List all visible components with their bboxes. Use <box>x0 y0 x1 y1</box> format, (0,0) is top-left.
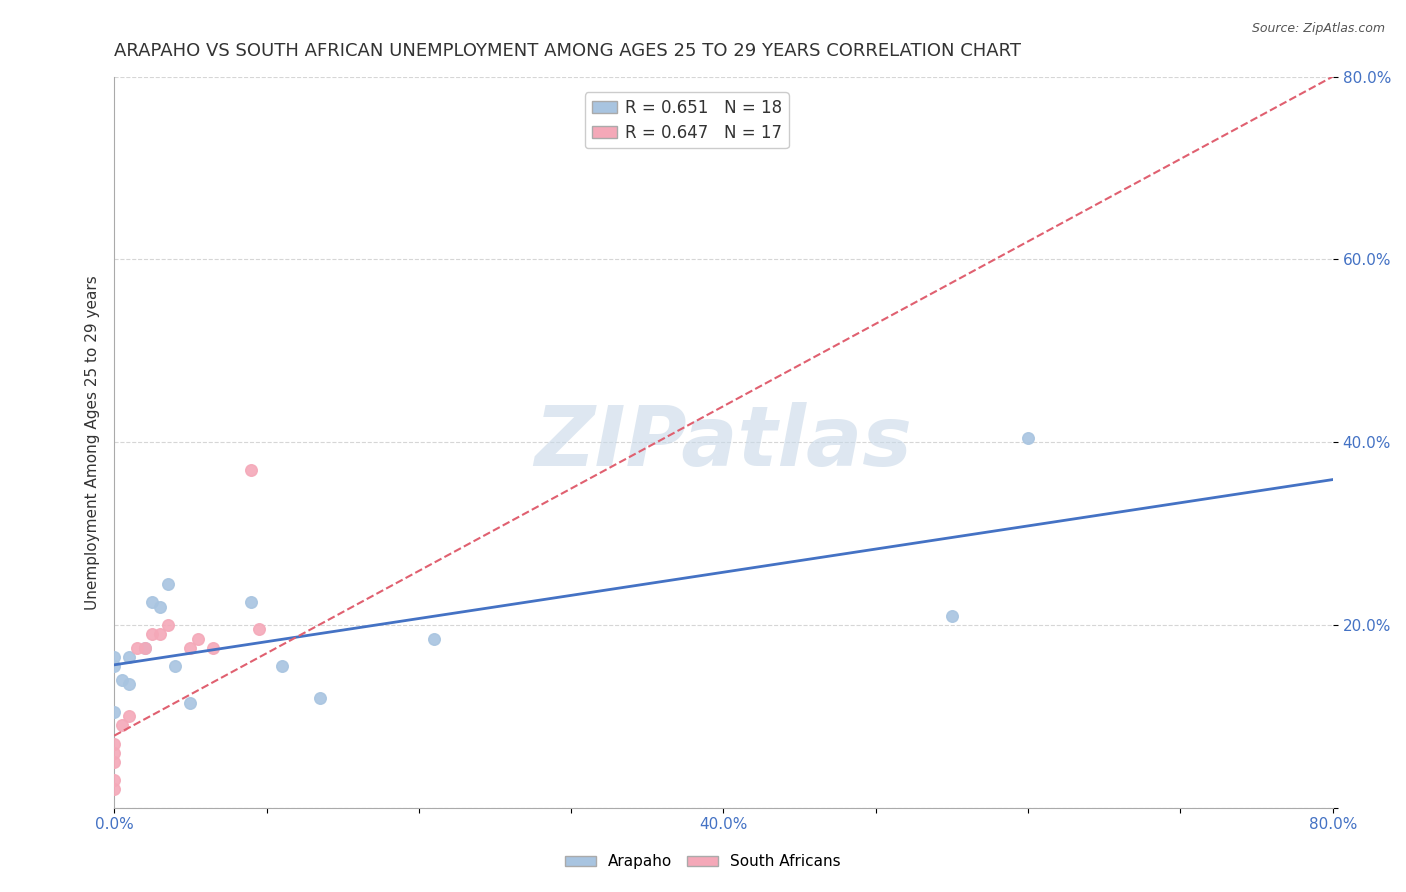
Point <box>240 595 263 609</box>
Point <box>423 632 446 646</box>
Point <box>179 640 201 655</box>
Point <box>165 659 187 673</box>
Point <box>240 462 263 476</box>
Point <box>308 691 330 706</box>
Point <box>118 677 141 691</box>
Point <box>149 627 172 641</box>
Point <box>103 737 125 751</box>
Point <box>118 709 141 723</box>
Point <box>156 576 179 591</box>
Point <box>141 595 163 609</box>
Point <box>103 755 125 769</box>
Point <box>103 746 125 760</box>
Text: Source: ZipAtlas.com: Source: ZipAtlas.com <box>1251 22 1385 36</box>
Text: ARAPAHO VS SOUTH AFRICAN UNEMPLOYMENT AMONG AGES 25 TO 29 YEARS CORRELATION CHAR: ARAPAHO VS SOUTH AFRICAN UNEMPLOYMENT AM… <box>114 42 1021 60</box>
Legend: R = 0.651   N = 18, R = 0.647   N = 17: R = 0.651 N = 18, R = 0.647 N = 17 <box>585 92 789 148</box>
Text: ZIPatlas: ZIPatlas <box>534 401 912 483</box>
Point <box>103 705 125 719</box>
Point <box>141 627 163 641</box>
Point <box>103 782 125 797</box>
Point <box>941 608 963 623</box>
Legend: Arapaho, South Africans: Arapaho, South Africans <box>560 848 846 875</box>
Point <box>149 599 172 614</box>
Point <box>1017 431 1039 445</box>
Point <box>270 659 292 673</box>
Point <box>156 618 179 632</box>
Point <box>103 773 125 788</box>
Point <box>202 640 225 655</box>
Point <box>103 649 125 664</box>
Y-axis label: Unemployment Among Ages 25 to 29 years: Unemployment Among Ages 25 to 29 years <box>86 275 100 609</box>
Point <box>111 673 134 687</box>
Point <box>125 640 148 655</box>
Point <box>134 640 156 655</box>
Point <box>247 623 270 637</box>
Point <box>134 640 156 655</box>
Point <box>111 718 134 732</box>
Point <box>118 649 141 664</box>
Point <box>187 632 209 646</box>
Point <box>103 659 125 673</box>
Point <box>179 696 201 710</box>
